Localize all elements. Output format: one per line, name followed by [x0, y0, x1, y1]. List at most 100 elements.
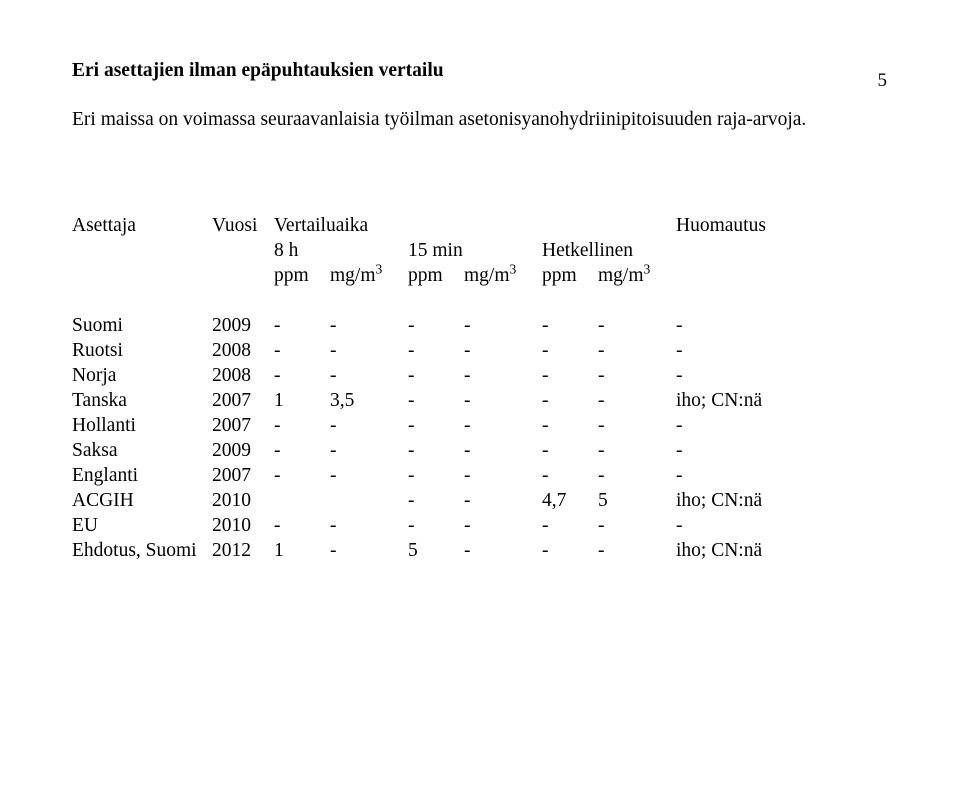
- row-c3: -: [408, 387, 464, 412]
- table-header-row-3: ppm mg/m3 ppm mg/m3 ppm mg/m3: [72, 262, 887, 287]
- col-header-vuosi: Vuosi: [212, 212, 274, 237]
- row-label: ACGIH: [72, 487, 212, 512]
- row-year: 2008: [212, 362, 274, 387]
- row-c1: -: [274, 462, 330, 487]
- row-c2: -: [330, 512, 408, 537]
- row-c6: -: [598, 387, 676, 412]
- table-header-row-1: Asettaja Vuosi Vertailuaika Huomautus: [72, 212, 887, 237]
- row-note: -: [676, 312, 887, 337]
- row-c1: -: [274, 337, 330, 362]
- row-c1: -: [274, 412, 330, 437]
- row-label: Saksa: [72, 437, 212, 462]
- row-c3: -: [408, 462, 464, 487]
- row-c1: 1: [274, 387, 330, 412]
- table-row: Tanska200713,5----iho; CN:nä: [72, 387, 887, 412]
- comparison-table: Asettaja Vuosi Vertailuaika Huomautus 8 …: [72, 212, 887, 562]
- row-c5: -: [542, 412, 598, 437]
- table-header-row-2: 8 h 15 min Hetkellinen: [72, 237, 887, 262]
- col-header-8h: 8 h: [274, 237, 408, 262]
- row-c4: -: [464, 312, 542, 337]
- row-c2: -: [330, 312, 408, 337]
- row-label: Englanti: [72, 462, 212, 487]
- row-label: Tanska: [72, 387, 212, 412]
- row-label: Norja: [72, 362, 212, 387]
- row-c3: -: [408, 337, 464, 362]
- col-header-huomautus: Huomautus: [676, 212, 887, 237]
- row-c3: -: [408, 512, 464, 537]
- row-label: Ruotsi: [72, 337, 212, 362]
- row-c1: [274, 487, 330, 512]
- row-note: -: [676, 437, 887, 462]
- col-header-hetkellinen: Hetkellinen: [542, 237, 676, 262]
- row-c2: -: [330, 462, 408, 487]
- row-year: 2007: [212, 387, 274, 412]
- table-row: ACGIH2010--4,75iho; CN:nä: [72, 487, 887, 512]
- row-c3: -: [408, 437, 464, 462]
- row-c1: -: [274, 512, 330, 537]
- row-c4: -: [464, 437, 542, 462]
- table-row: Saksa2009-------: [72, 437, 887, 462]
- row-c2: -: [330, 337, 408, 362]
- row-c4: -: [464, 487, 542, 512]
- row-year: 2012: [212, 537, 274, 562]
- row-c6: -: [598, 437, 676, 462]
- col-header-vertailuaika: Vertailuaika: [274, 212, 676, 237]
- row-year: 2007: [212, 412, 274, 437]
- row-c4: -: [464, 512, 542, 537]
- row-year: 2009: [212, 312, 274, 337]
- row-c4: -: [464, 537, 542, 562]
- row-c6: -: [598, 537, 676, 562]
- unit-ppm: ppm: [274, 262, 330, 287]
- row-c2: [330, 487, 408, 512]
- table-row: Suomi2009-------: [72, 312, 887, 337]
- row-c1: -: [274, 312, 330, 337]
- row-c3: 5: [408, 537, 464, 562]
- row-c6: -: [598, 337, 676, 362]
- row-c4: -: [464, 462, 542, 487]
- row-c2: 3,5: [330, 387, 408, 412]
- row-c6: -: [598, 462, 676, 487]
- table-row: Ruotsi2008-------: [72, 337, 887, 362]
- row-label: Hollanti: [72, 412, 212, 437]
- row-c3: -: [408, 487, 464, 512]
- row-label: Ehdotus, Suomi: [72, 537, 212, 562]
- row-note: -: [676, 462, 887, 487]
- table-body: Suomi2009-------Ruotsi2008-------Norja20…: [72, 312, 887, 562]
- unit-mgm3: mg/m3: [464, 262, 542, 287]
- row-c5: -: [542, 312, 598, 337]
- row-year: 2010: [212, 487, 274, 512]
- row-c5: -: [542, 462, 598, 487]
- row-c6: -: [598, 312, 676, 337]
- row-c1: -: [274, 437, 330, 462]
- row-c5: -: [542, 362, 598, 387]
- page-number: 5: [878, 70, 888, 92]
- unit-mgm3: mg/m3: [598, 262, 676, 287]
- row-c6: 5: [598, 487, 676, 512]
- table-row: EU2010-------: [72, 512, 887, 537]
- row-c5: -: [542, 387, 598, 412]
- row-label: EU: [72, 512, 212, 537]
- table-gap-row: [72, 287, 887, 312]
- row-c4: -: [464, 362, 542, 387]
- row-c2: -: [330, 437, 408, 462]
- row-c3: -: [408, 362, 464, 387]
- row-c5: -: [542, 337, 598, 362]
- row-year: 2009: [212, 437, 274, 462]
- row-year: 2008: [212, 337, 274, 362]
- row-c3: -: [408, 412, 464, 437]
- row-c3: -: [408, 312, 464, 337]
- row-note: -: [676, 412, 887, 437]
- row-note: -: [676, 362, 887, 387]
- table-row: Englanti2007-------: [72, 462, 887, 487]
- row-c1: -: [274, 362, 330, 387]
- row-c2: -: [330, 412, 408, 437]
- row-c6: -: [598, 362, 676, 387]
- row-c1: 1: [274, 537, 330, 562]
- row-note: -: [676, 512, 887, 537]
- row-note: iho; CN:nä: [676, 387, 887, 412]
- row-note: iho; CN:nä: [676, 487, 887, 512]
- table-row: Hollanti2007-------: [72, 412, 887, 437]
- unit-ppm: ppm: [542, 262, 598, 287]
- col-header-15min: 15 min: [408, 237, 542, 262]
- document-page: 5 Eri asettajien ilman epäpuhtauksien ve…: [0, 60, 959, 809]
